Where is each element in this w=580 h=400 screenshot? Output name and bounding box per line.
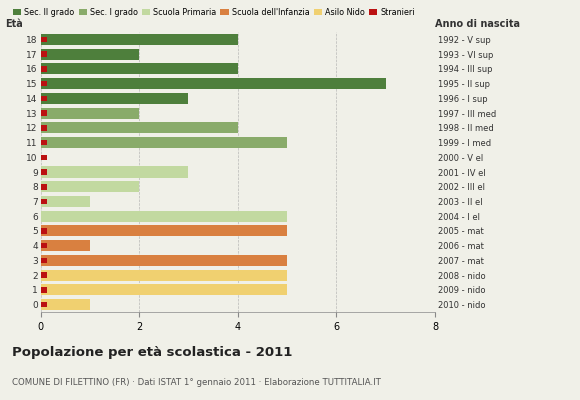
Bar xyxy=(41,108,139,118)
Bar xyxy=(41,255,287,266)
Bar xyxy=(41,66,47,72)
Bar xyxy=(41,93,188,104)
Bar xyxy=(41,243,47,248)
Bar xyxy=(41,48,139,60)
Bar xyxy=(41,96,47,101)
Bar xyxy=(41,302,47,307)
Text: Età: Età xyxy=(5,19,23,29)
Bar xyxy=(41,34,238,45)
Bar xyxy=(41,272,47,278)
Bar xyxy=(41,37,47,42)
Bar xyxy=(41,287,47,293)
Bar xyxy=(41,51,47,57)
Bar xyxy=(41,196,90,207)
Bar xyxy=(41,211,287,222)
Bar xyxy=(41,154,47,160)
Bar xyxy=(41,78,386,89)
Bar xyxy=(41,258,47,263)
Bar xyxy=(41,169,47,175)
Legend: Sec. II grado, Sec. I grado, Scuola Primaria, Scuola dell'Infanzia, Asilo Nido, : Sec. II grado, Sec. I grado, Scuola Prim… xyxy=(13,8,415,17)
Bar xyxy=(41,284,287,296)
Bar xyxy=(41,81,47,86)
Bar xyxy=(41,228,47,234)
Bar xyxy=(41,166,188,178)
Text: COMUNE DI FILETTINO (FR) · Dati ISTAT 1° gennaio 2011 · Elaborazione TUTTITALIA.: COMUNE DI FILETTINO (FR) · Dati ISTAT 1°… xyxy=(12,378,380,387)
Bar xyxy=(41,226,287,236)
Bar xyxy=(41,270,287,281)
Bar xyxy=(41,299,90,310)
Text: Anno di nascita: Anno di nascita xyxy=(435,19,520,29)
Bar xyxy=(41,125,47,130)
Bar xyxy=(41,63,238,74)
Bar xyxy=(41,110,47,116)
Bar xyxy=(41,140,47,145)
Bar xyxy=(41,240,90,251)
Text: Popolazione per età scolastica - 2011: Popolazione per età scolastica - 2011 xyxy=(12,346,292,359)
Bar xyxy=(41,199,47,204)
Bar xyxy=(41,181,139,192)
Bar xyxy=(41,137,287,148)
Bar xyxy=(41,122,238,133)
Bar xyxy=(41,184,47,190)
